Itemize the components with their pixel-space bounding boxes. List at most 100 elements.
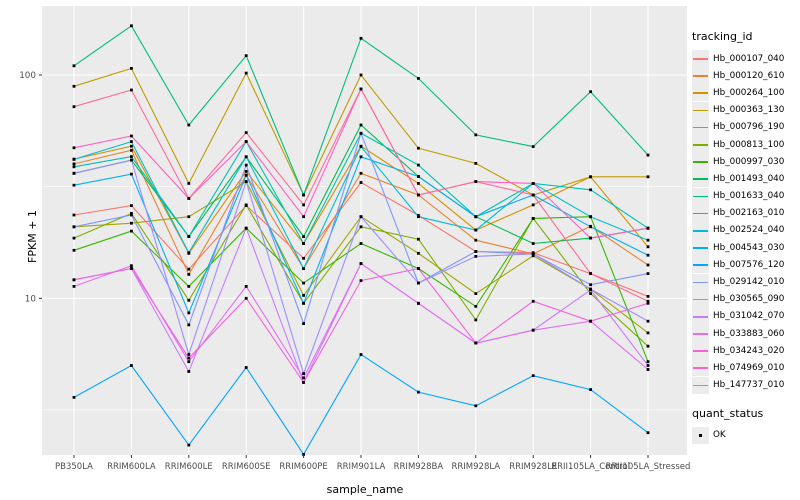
- legend-item-Hb_030565_090: Hb_030565_090: [692, 290, 800, 308]
- data-point: [244, 54, 248, 58]
- tracking-id-legend-items: Hb_000107_040 Hb_000120_610 Hb_000264_100 H…: [692, 50, 800, 394]
- data-point: [72, 162, 76, 166]
- data-point: [244, 285, 248, 288]
- data-point: [187, 443, 191, 447]
- data-point: [244, 71, 248, 75]
- data-point: [646, 153, 650, 157]
- data-point: [589, 90, 592, 94]
- series-color-key-icon: [692, 376, 709, 394]
- data-point: [187, 285, 191, 288]
- data-point: [130, 229, 133, 233]
- legend-item-Hb_000107_040: Hb_000107_040: [692, 50, 800, 68]
- data-point: [72, 396, 76, 399]
- data-point: [130, 140, 133, 143]
- series-color-key-icon: [692, 67, 709, 85]
- legend-item-label: Hb_007576_120: [713, 259, 785, 270]
- data-point: [417, 175, 420, 178]
- legend-item-Hb_000813_100: Hb_000813_100: [692, 136, 800, 154]
- data-point: [244, 180, 248, 183]
- data-point: [130, 88, 133, 92]
- x-tick-label: RRIM600PE: [279, 462, 327, 472]
- legend-item-label: Hb_034243_020: [713, 345, 785, 356]
- data-point: [417, 215, 420, 219]
- data-point: [531, 193, 535, 197]
- series-color-key-icon: [692, 307, 709, 325]
- data-point: [72, 248, 76, 252]
- data-point: [302, 235, 305, 238]
- quant-status-legend-title: quant_status: [692, 406, 764, 420]
- data-point: [417, 301, 420, 305]
- data-point: [417, 146, 420, 150]
- legend-item-Hb_000796_190: Hb_000796_190: [692, 118, 800, 136]
- legend-item-label: Hb_000796_190: [713, 122, 785, 133]
- data-point: [130, 155, 133, 158]
- data-point: [474, 292, 478, 295]
- data-point: [130, 213, 133, 217]
- data-point: [359, 73, 363, 77]
- series-color-key-icon: [692, 170, 709, 188]
- series-color-key-icon: [692, 153, 709, 171]
- data-point: [302, 301, 305, 305]
- data-point: [646, 344, 650, 348]
- series-color-key-icon: [692, 136, 709, 154]
- legend-item-label: Hb_033883_060: [713, 328, 785, 339]
- x-tick-label: RRIM600LA: [107, 462, 156, 472]
- x-tick-label: RRIM600SE: [222, 462, 271, 472]
- data-point: [417, 390, 420, 394]
- data-point: [244, 155, 248, 159]
- data-point: [187, 360, 191, 364]
- data-point: [72, 278, 76, 282]
- legend-item-Hb_002524_040: Hb_002524_040: [692, 221, 800, 239]
- data-point: [359, 131, 363, 135]
- data-point: [417, 267, 420, 270]
- data-point: [72, 146, 76, 150]
- data-point: [474, 318, 478, 322]
- series-color-key-icon: [692, 101, 709, 119]
- data-point: [187, 273, 191, 276]
- data-point: [244, 163, 248, 167]
- data-point: [589, 225, 592, 229]
- legend-item-Hb_002163_010: Hb_002163_010: [692, 204, 800, 222]
- x-axis-title: sample_name: [326, 483, 404, 496]
- data-point: [72, 225, 76, 229]
- data-point: [72, 64, 76, 68]
- data-point: [187, 197, 191, 200]
- data-point: [359, 123, 363, 127]
- data-point: [589, 288, 592, 292]
- data-point: [244, 173, 248, 177]
- data-point: [72, 213, 76, 217]
- data-point: [646, 299, 650, 303]
- data-point: [589, 388, 592, 391]
- data-point: [302, 215, 305, 219]
- data-point: [187, 353, 191, 356]
- legend-item-Hb_034243_020: Hb_034243_020: [692, 342, 800, 360]
- data-point: [474, 341, 478, 345]
- data-point: [359, 155, 363, 159]
- data-point: [359, 242, 363, 245]
- legend-item-Hb_147737_010: Hb_147737_010: [692, 376, 800, 394]
- data-point: [72, 84, 76, 88]
- series-color-key-icon: [692, 221, 709, 239]
- data-point: [474, 133, 478, 137]
- data-point: [359, 87, 363, 91]
- series-color-key-icon: [692, 204, 709, 222]
- data-point: [187, 182, 191, 185]
- data-point: [244, 366, 248, 369]
- y-tick-label: 10: [25, 294, 37, 304]
- x-tick-label: RRII105LA_Control: [551, 462, 630, 472]
- data-point: [474, 215, 478, 219]
- data-point: [417, 163, 420, 167]
- data-point: [531, 252, 535, 256]
- data-point: [72, 285, 76, 288]
- legend-item-Hb_000997_030: Hb_000997_030: [692, 153, 800, 171]
- x-tick-label: RRIM600LE: [165, 462, 213, 472]
- legend-item-label: Hb_002524_040: [713, 225, 785, 236]
- x-tick-label: PB350LA: [55, 462, 93, 472]
- data-point: [130, 221, 133, 225]
- data-point: [302, 381, 305, 384]
- quant-status-legend: quant_status OK: [692, 407, 800, 444]
- data-point: [359, 279, 363, 282]
- data-point: [130, 364, 133, 367]
